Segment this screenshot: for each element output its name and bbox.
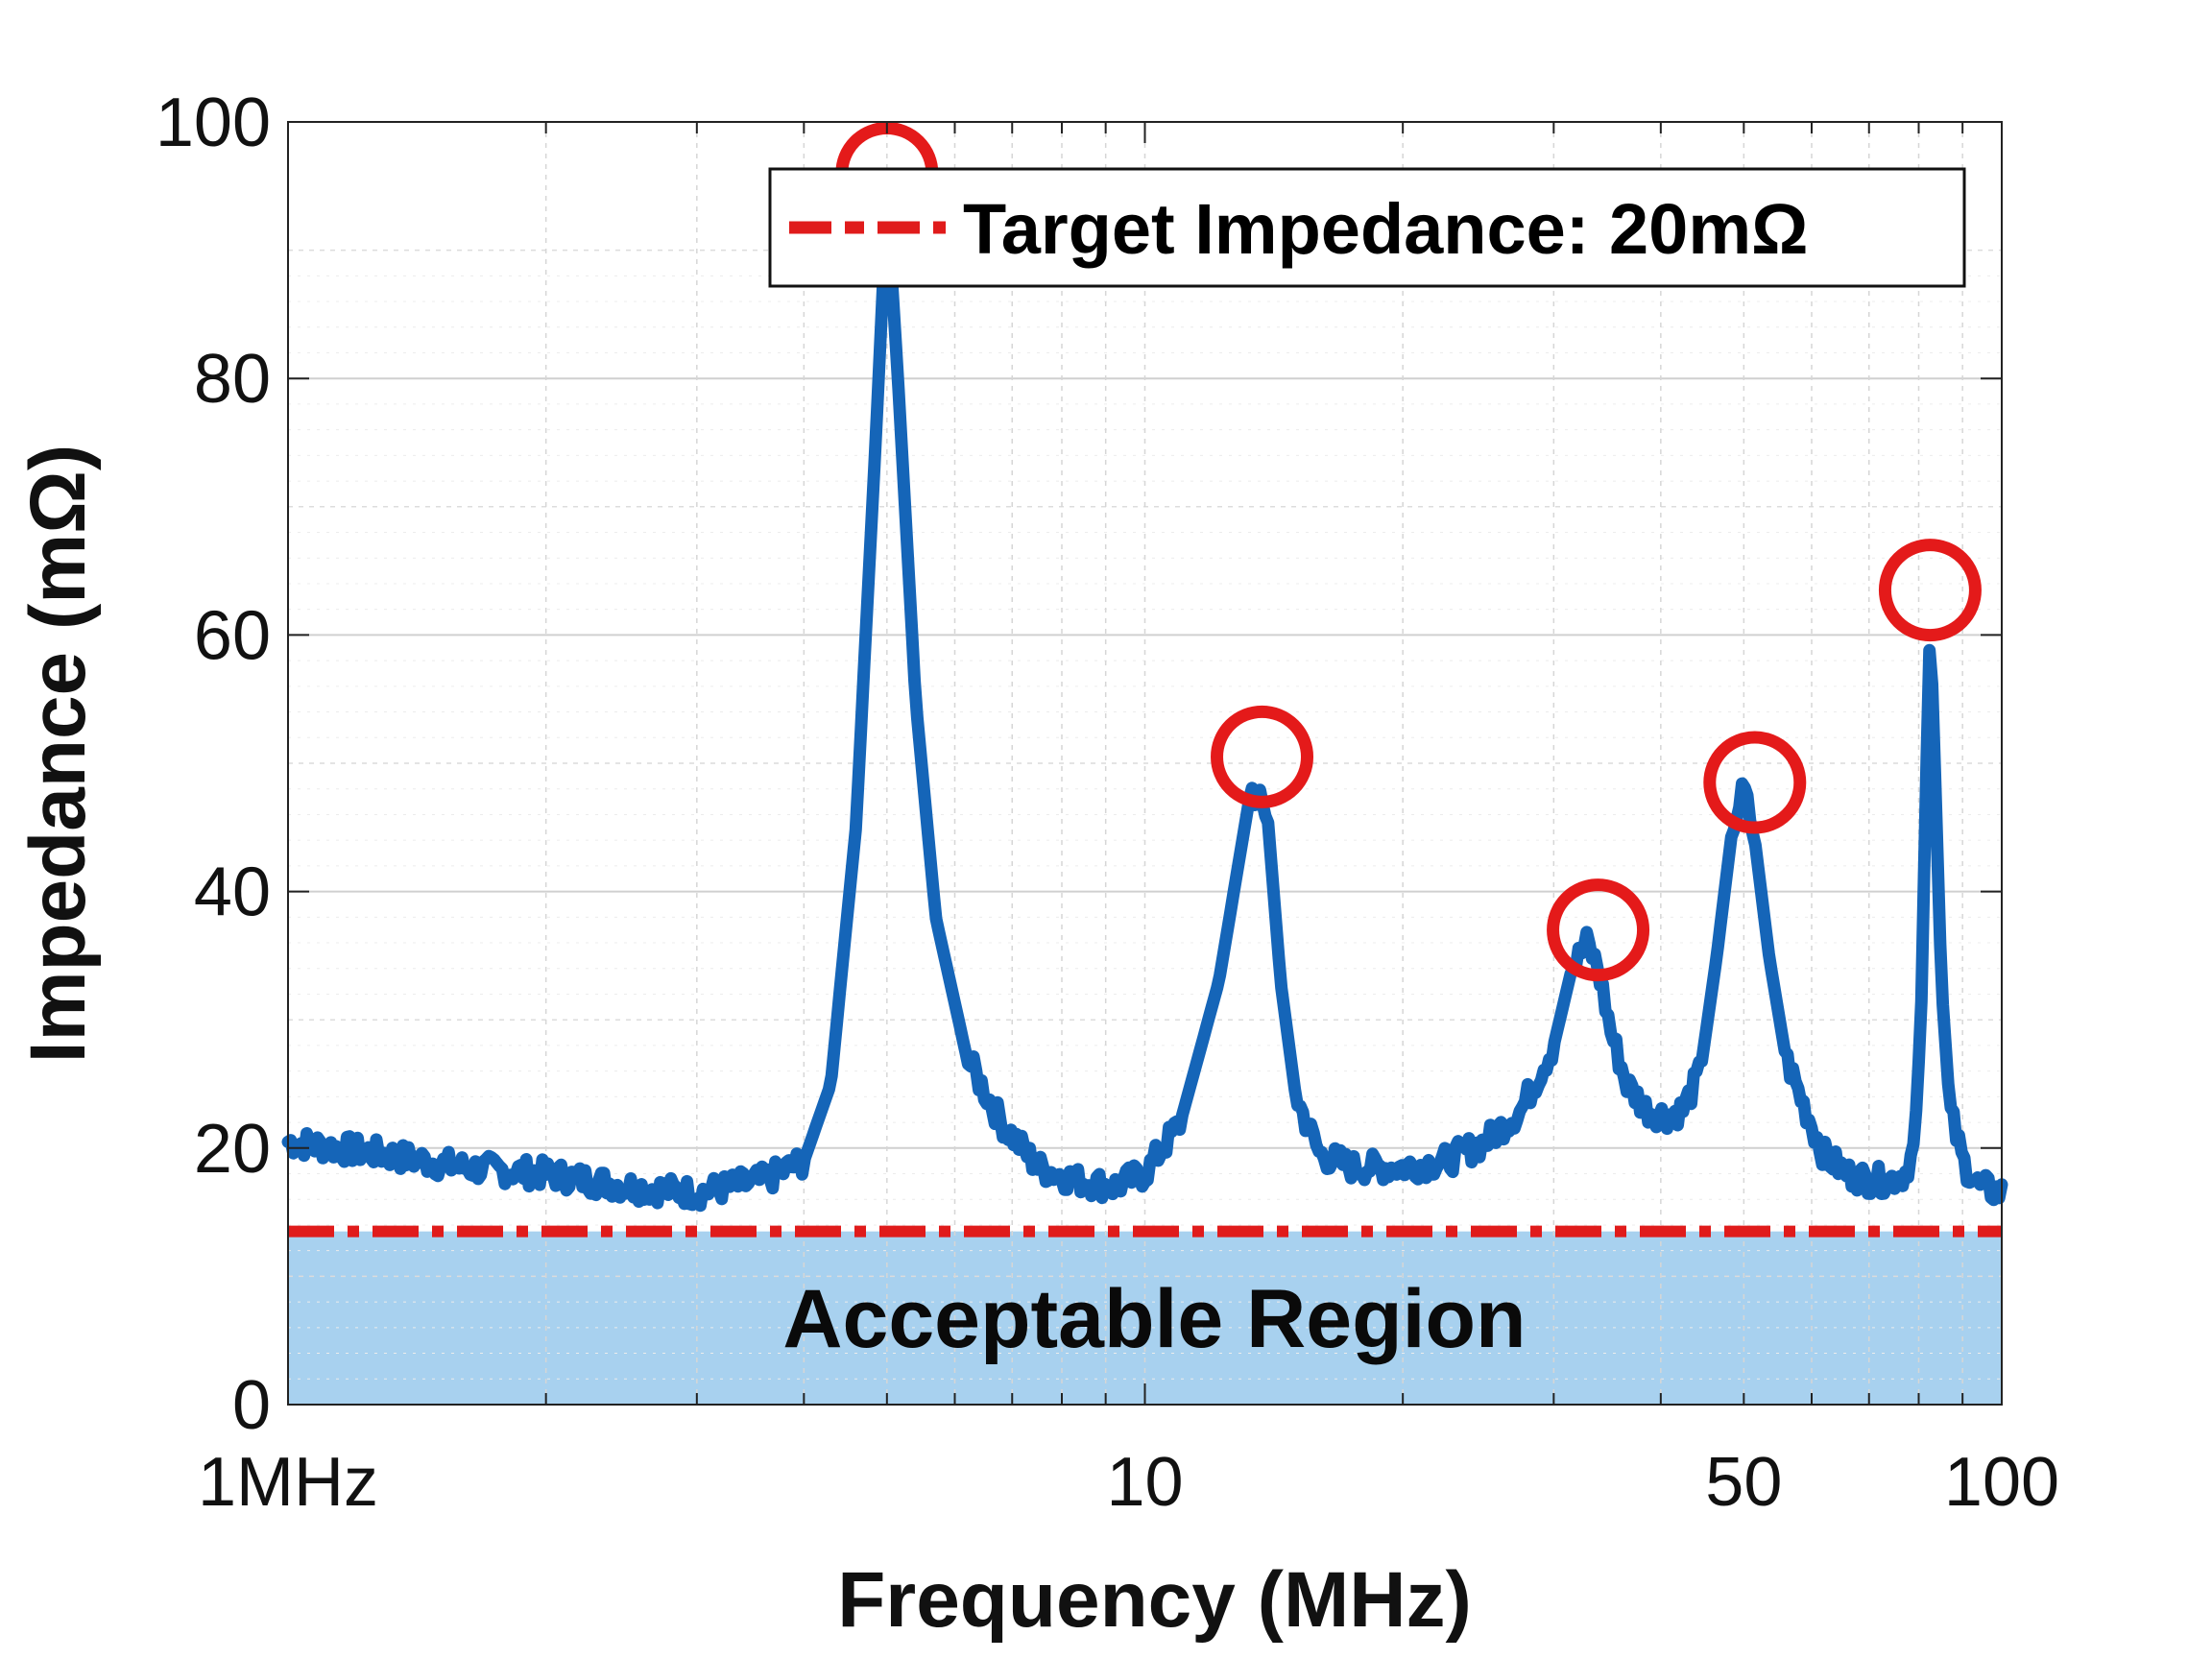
x-axis-title: Frequency (MHz) bbox=[837, 1556, 1472, 1644]
y-tick-label: 60 bbox=[194, 597, 271, 674]
peak-marker-circle bbox=[1703, 731, 1807, 834]
y-axis-title: Impedance (mΩ) bbox=[14, 445, 102, 1063]
peak-marker-circle bbox=[1878, 539, 1982, 642]
series-layer bbox=[281, 206, 2008, 1213]
y-tick-label: 100 bbox=[156, 84, 271, 161]
peak-marker-circle bbox=[1547, 878, 1650, 982]
y-tick-label: 20 bbox=[194, 1111, 271, 1188]
x-tick-label: 100 bbox=[1944, 1444, 2059, 1521]
x-tick-label: 10 bbox=[1106, 1444, 1183, 1521]
y-tick-label: 80 bbox=[194, 341, 271, 418]
legend-entry-target: Target Impedance: 20mΩ bbox=[963, 189, 1808, 269]
tick-marks bbox=[288, 121, 2002, 1406]
legend: Target Impedance: 20mΩ bbox=[768, 167, 1966, 288]
impedance-trace bbox=[281, 206, 2008, 1213]
grid-layer bbox=[288, 122, 2002, 1405]
legend-box bbox=[768, 167, 1966, 288]
peak-marker-circle bbox=[1211, 705, 1314, 808]
region-label: Acceptable Region bbox=[782, 1273, 1526, 1365]
tick-labels: 1MHz 10 50 100 0 20 40 60 80 100 bbox=[156, 84, 2059, 1521]
y-tick-label: 0 bbox=[232, 1367, 271, 1444]
x-tick-label: 1MHz bbox=[198, 1444, 378, 1521]
x-tick-label: 50 bbox=[1705, 1444, 1782, 1521]
y-tick-label: 40 bbox=[194, 854, 271, 931]
